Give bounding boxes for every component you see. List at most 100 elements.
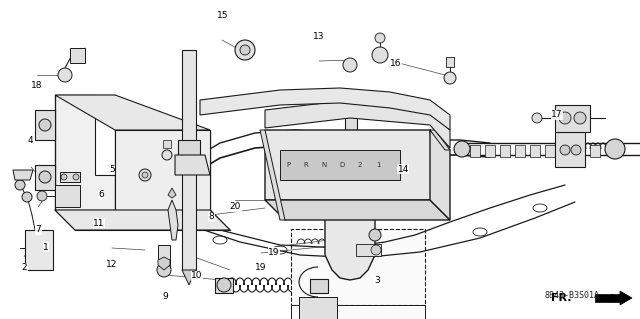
Circle shape: [15, 180, 25, 190]
Polygon shape: [265, 100, 450, 148]
Bar: [515, 145, 525, 157]
Text: 1: 1: [44, 243, 49, 252]
Text: 17: 17: [551, 110, 563, 119]
Text: P: P: [286, 162, 290, 168]
Text: 8843-B3S01A: 8843-B3S01A: [545, 291, 600, 300]
Text: 12: 12: [106, 260, 118, 269]
Circle shape: [574, 112, 586, 124]
Circle shape: [369, 229, 381, 241]
Text: D: D: [339, 162, 344, 168]
Text: 8: 8: [209, 212, 214, 221]
Text: 13: 13: [313, 32, 324, 41]
Bar: [178, 140, 200, 160]
Polygon shape: [555, 132, 585, 167]
Bar: [291, 229, 425, 305]
Polygon shape: [55, 210, 230, 230]
Text: N: N: [321, 162, 326, 168]
Bar: [446, 57, 454, 67]
Text: 9: 9: [163, 292, 168, 301]
Polygon shape: [168, 188, 176, 198]
Bar: [470, 145, 480, 157]
Text: 19: 19: [255, 263, 267, 272]
Bar: [530, 145, 540, 157]
Text: 2: 2: [358, 162, 362, 168]
Bar: [35, 110, 55, 140]
Circle shape: [61, 174, 67, 180]
Circle shape: [454, 141, 470, 157]
Polygon shape: [430, 130, 450, 220]
Text: FR.: FR.: [552, 293, 572, 303]
Text: R: R: [303, 162, 308, 168]
Text: 16: 16: [390, 59, 401, 68]
Bar: [500, 145, 510, 157]
Circle shape: [73, 174, 79, 180]
Bar: [70, 48, 85, 63]
Polygon shape: [168, 200, 178, 240]
Text: 18: 18: [31, 81, 43, 90]
Polygon shape: [60, 172, 80, 182]
Bar: [158, 245, 170, 270]
Circle shape: [157, 263, 171, 277]
Bar: [280, 150, 400, 180]
Polygon shape: [430, 130, 450, 150]
Text: 15: 15: [217, 11, 228, 20]
Text: 7: 7: [36, 225, 41, 234]
Bar: [163, 140, 171, 148]
Polygon shape: [200, 88, 450, 130]
Bar: [356, 244, 381, 256]
Circle shape: [532, 113, 542, 123]
Bar: [299, 297, 337, 319]
Bar: [575, 145, 585, 157]
Text: 10: 10: [191, 271, 203, 280]
Bar: [485, 145, 495, 157]
Polygon shape: [13, 170, 33, 180]
Text: 6: 6: [99, 190, 104, 199]
Bar: [590, 145, 600, 157]
Circle shape: [162, 150, 172, 160]
Circle shape: [332, 178, 368, 214]
Circle shape: [559, 112, 571, 124]
Circle shape: [22, 192, 32, 202]
Circle shape: [142, 172, 148, 178]
Circle shape: [39, 119, 51, 131]
Bar: [215, 278, 233, 293]
Circle shape: [571, 145, 581, 155]
Circle shape: [560, 145, 570, 155]
Bar: [35, 165, 55, 190]
Circle shape: [343, 58, 357, 72]
Polygon shape: [260, 130, 285, 220]
Polygon shape: [620, 291, 632, 305]
Polygon shape: [325, 195, 375, 280]
Text: 1: 1: [376, 162, 380, 168]
Circle shape: [375, 33, 385, 43]
Bar: [55, 185, 80, 207]
Circle shape: [240, 45, 250, 55]
Bar: [182, 50, 196, 270]
Polygon shape: [595, 294, 620, 302]
Polygon shape: [55, 95, 210, 130]
Circle shape: [235, 40, 255, 60]
Circle shape: [372, 47, 388, 63]
Text: 3: 3: [375, 276, 380, 285]
Bar: [25, 230, 53, 270]
Circle shape: [139, 169, 151, 181]
Bar: [560, 145, 570, 157]
Bar: [545, 145, 555, 157]
Text: 4: 4: [28, 136, 33, 145]
Polygon shape: [265, 200, 450, 220]
Polygon shape: [175, 155, 210, 175]
Bar: [345, 100, 357, 195]
Text: 2: 2: [22, 263, 27, 272]
Circle shape: [371, 245, 381, 255]
Bar: [291, 305, 425, 319]
Circle shape: [58, 68, 72, 82]
Text: 5: 5: [109, 165, 115, 174]
Circle shape: [605, 139, 625, 159]
Circle shape: [444, 72, 456, 84]
Polygon shape: [555, 105, 590, 132]
Polygon shape: [182, 270, 196, 285]
Text: 20: 20: [230, 202, 241, 211]
Circle shape: [39, 171, 51, 183]
Polygon shape: [115, 130, 210, 210]
Bar: [310, 279, 328, 293]
